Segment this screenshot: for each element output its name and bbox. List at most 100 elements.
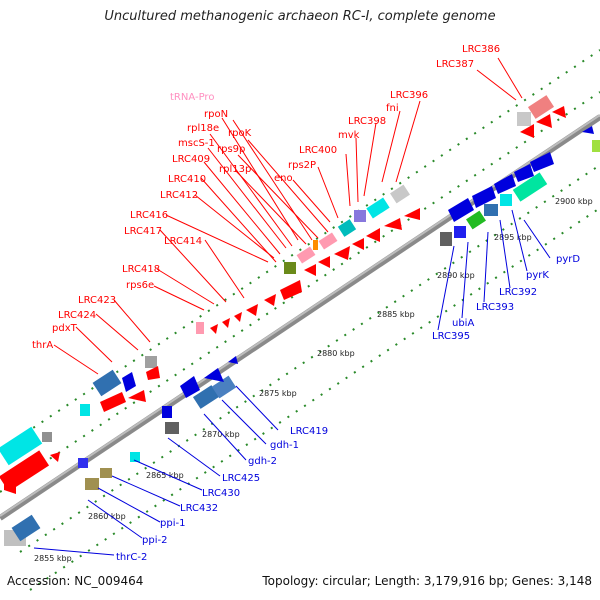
gene-label: gdh-2 [248,456,277,467]
feature-box [527,95,555,119]
feature-box [592,140,600,152]
reverse-labels: pyrD pyrK LRC392 LRC393 ubiA LRC395 LRC4… [116,254,580,563]
gene-label: ubiA [452,318,474,329]
feature-box [512,172,548,202]
feature-arrow [4,476,16,494]
ruler-label: 2900 kbp [555,197,593,206]
gene-label: pyrD [556,254,580,265]
feature-box [80,404,90,416]
feature-box [354,210,366,222]
gene-label: LRC409 [172,154,210,165]
feature-box [100,468,112,478]
feature-box [484,204,498,216]
feature-arrow [304,264,316,276]
ruler-label: 2865 kbp [146,471,184,480]
gene-label: rpl18e [187,123,219,134]
gene-label: LRC414 [164,236,202,247]
feature-box [466,210,486,230]
feature-box [517,112,531,126]
feature-box [284,262,296,274]
feature-box [11,514,41,542]
feature-arrow [318,256,330,268]
feature-arrow [210,324,218,334]
gene-label: rpl13p [219,164,251,175]
feature-box [296,246,316,264]
feature-arrow [222,318,230,328]
feature-box [440,232,452,246]
feature-box [454,226,466,238]
feature-box [318,232,338,250]
feature-arrow [352,238,364,250]
feature-box [78,458,88,468]
feature-box [0,426,43,466]
gene-label: LRC400 [299,145,337,156]
page-title: Uncultured methanogenic archaeon RC-I, c… [104,9,496,24]
gene-label: LRC423 [78,295,116,306]
ruler-labels: 2855 kbp 2860 kbp 2865 kbp 2870 kbp 2875… [34,197,593,563]
gene-label: eno [274,173,293,184]
gene-label: rpoN [204,109,228,120]
gene-label: LRC395 [432,331,470,342]
feature-arrow [264,294,276,306]
ruler-label: 2890 kbp [437,271,475,280]
feature-arrow [204,368,224,382]
gene-label: LRC424 [58,310,96,321]
accession-text: Accession: NC_009464 [7,574,144,588]
gene-label: LRC392 [499,287,537,298]
feature-arrow [494,174,516,194]
feature-box [130,452,140,462]
gene-label: LRC396 [390,90,428,101]
feature-box [162,406,172,418]
ruler-label: 2870 kbp [202,430,240,439]
feature-arrow [582,126,594,134]
gene-label: rps2P [288,160,316,171]
gene-label: LRC398 [348,116,386,127]
gene-label: mscS-1 [178,138,215,149]
feature-box [366,197,390,219]
gene-label: rps9p [217,144,245,155]
forward-strand-features [0,95,566,494]
feature-arrow [280,280,302,300]
gene-label: LRC432 [180,503,218,514]
gene-label: LRC386 [462,44,500,55]
feature-arrow [514,164,534,182]
feature-arrow [180,376,200,398]
gene-label: mvk [338,130,360,141]
gene-label: LRC418 [122,264,160,275]
ruler-label: 2885 kbp [377,310,415,319]
feature-arrow [448,198,474,222]
gene-label: LRC416 [130,210,168,221]
gene-label: tRNA-Pro [170,92,214,103]
gene-label: fni [386,103,399,114]
gene-label: LRC425 [222,473,260,484]
gene-label: LRC430 [202,488,240,499]
feature-box [337,219,357,237]
feature-arrow [552,106,566,118]
gene-label: LRC412 [160,190,198,201]
feature-arrow [366,228,380,242]
gene-label: rpoK [228,128,252,139]
feature-arrow [520,124,534,138]
feature-box [192,385,220,409]
gene-label: LRC419 [290,426,328,437]
gene-label: thrC-2 [116,552,147,563]
feature-box [145,356,157,368]
feature-box [85,478,99,490]
ruler-label: 2875 kbp [259,389,297,398]
genome-stats-text: Topology: circular; Length: 3,179,916 bp… [262,574,592,588]
feature-arrow [122,372,136,392]
feature-arrow [334,246,350,260]
feature-box [165,422,179,434]
gene-label: pyrK [526,270,549,281]
forward-labels: LRC386 LRC387 tRNA-Pro rpoN LRC396 rpoK … [32,44,500,351]
feature-arrow [228,356,238,364]
gene-label: thrA [32,340,53,351]
reverse-strand-features [4,126,600,546]
gene-label: LRC417 [124,226,162,237]
gene-label: rps6e [126,280,154,291]
ruler-label: 2855 kbp [34,554,72,563]
feature-arrow [536,114,552,128]
gene-label: ppi-2 [142,535,167,546]
gene-label: gdh-1 [270,440,299,451]
